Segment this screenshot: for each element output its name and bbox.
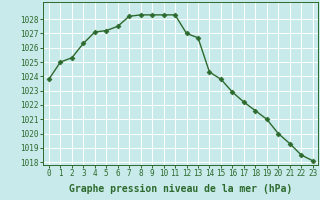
X-axis label: Graphe pression niveau de la mer (hPa): Graphe pression niveau de la mer (hPa)	[69, 184, 292, 194]
